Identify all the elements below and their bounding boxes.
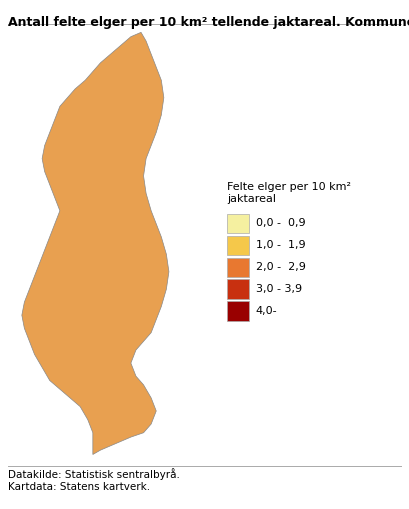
Text: 0,0 -  0,9: 0,0 - 0,9	[256, 218, 305, 229]
FancyBboxPatch shape	[227, 214, 249, 233]
Text: 3,0 - 3,9: 3,0 - 3,9	[256, 284, 302, 294]
Text: Datakilde: Statistisk sentralbyrå.
Kartdata: Statens kartverk.: Datakilde: Statistisk sentralbyrå. Kartd…	[8, 468, 180, 492]
Text: 2,0 -  2,9: 2,0 - 2,9	[256, 262, 306, 272]
Polygon shape	[22, 33, 169, 455]
FancyBboxPatch shape	[227, 236, 249, 255]
Text: 1,0 -  1,9: 1,0 - 1,9	[256, 240, 305, 250]
FancyBboxPatch shape	[227, 279, 249, 299]
Text: Antall felte elger per 10 km² tellende jaktareal. Kommune. 2009*: Antall felte elger per 10 km² tellende j…	[8, 16, 409, 30]
Text: Felte elger per 10 km²
jaktareal: Felte elger per 10 km² jaktareal	[227, 182, 351, 204]
FancyBboxPatch shape	[227, 301, 249, 321]
FancyBboxPatch shape	[227, 258, 249, 277]
Text: 4,0-: 4,0-	[256, 306, 277, 316]
